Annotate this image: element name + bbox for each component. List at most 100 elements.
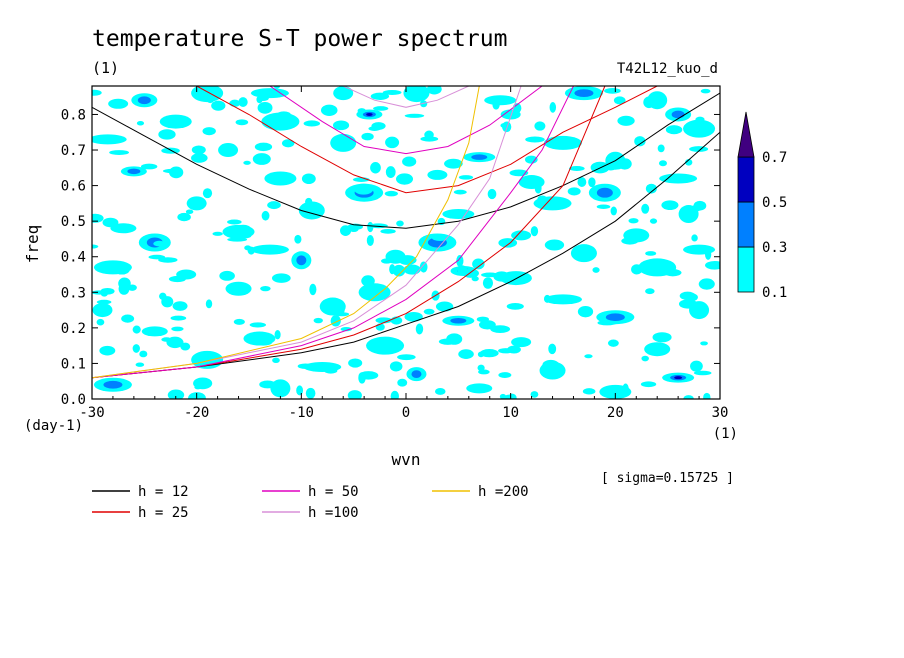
contour-blob-core [411, 370, 422, 378]
contour-speck [525, 136, 545, 143]
contour-blob-core [296, 255, 307, 266]
contour-speck [281, 139, 295, 148]
contour-speck [703, 392, 711, 399]
contour-speck [453, 189, 467, 195]
contour-speck [368, 126, 381, 131]
contour-speck [305, 197, 313, 206]
contour-speck [237, 232, 252, 239]
contour-speck [419, 261, 428, 273]
contour-speck [238, 97, 248, 107]
contour-speck [492, 100, 500, 110]
contour-blob [484, 95, 517, 106]
contour-speck [257, 101, 273, 114]
contour-speck [477, 364, 485, 372]
dispersion-curve [92, 86, 480, 379]
contour-speck [376, 346, 389, 354]
contour-speck [398, 255, 417, 265]
contour-speck [132, 344, 140, 353]
x-tick-label: -10 [289, 405, 314, 421]
legend: h = 12 h = 25 h = 50 h =100 h =200 [92, 484, 529, 521]
contour-speck [613, 96, 626, 105]
contour-speck [506, 303, 524, 310]
y-tick-label: 0.6 [61, 179, 86, 195]
contour-blob [333, 86, 354, 101]
contour-speck [658, 160, 667, 167]
contour-blob [218, 143, 239, 158]
y-tick-label: 0.2 [61, 321, 86, 337]
x-unit-label: (1) [713, 426, 738, 442]
contour-speck [92, 89, 102, 96]
contour-speck [219, 270, 235, 281]
contour-speck [456, 254, 464, 267]
contour-speck [202, 188, 213, 199]
contour-speck [385, 136, 400, 149]
contour-speck [367, 221, 374, 233]
contour-speck [324, 367, 338, 374]
x-tick-label: -20 [184, 405, 209, 421]
contour-speck [192, 87, 206, 94]
contour-speck [320, 104, 338, 116]
contour-speck [698, 306, 707, 313]
colorbar-segment [737, 156, 755, 203]
contour-speck [397, 378, 408, 387]
contour-blob [659, 173, 698, 184]
x-axis: -30 -20 -10 0 10 20 30 [79, 86, 728, 421]
contour-speck [296, 385, 304, 396]
contour-speck [487, 188, 497, 200]
contour-speck [370, 162, 381, 174]
chart-subtitle: (1) [92, 59, 119, 77]
contour-blob [570, 244, 597, 263]
contour-blob-core [671, 110, 685, 119]
contour-speck [382, 90, 402, 95]
legend-label: h =200 [478, 484, 529, 500]
contour-speck [366, 234, 374, 247]
y-tick-label: 0.5 [61, 214, 86, 230]
contour-blob [264, 171, 297, 186]
contour-speck [276, 111, 291, 119]
x-axis-label: wvn [392, 450, 421, 469]
contour-speck [140, 163, 158, 170]
contour-speck [139, 350, 148, 358]
contour-speck [121, 314, 135, 323]
contour-speck [693, 370, 712, 376]
contour-blob-core [103, 380, 123, 389]
contour-speck [313, 317, 323, 324]
contour-speck [645, 251, 657, 256]
contour-speck [446, 333, 463, 345]
contour-speck [158, 129, 176, 140]
contour-speck [537, 195, 548, 203]
colorbar: 0.1 0.3 0.5 0.7 [737, 111, 787, 301]
contour-speck [652, 332, 672, 343]
contour-speck [92, 213, 104, 223]
colorbar-label: 0.3 [762, 240, 787, 256]
contour-speck [604, 88, 621, 94]
contour-speck [254, 142, 273, 152]
contour-speck [665, 125, 683, 135]
contour-speck [294, 234, 302, 244]
contour-speck [700, 341, 708, 346]
contour-speck [357, 108, 366, 114]
contour-speck [274, 329, 281, 340]
contour-speck [641, 355, 649, 362]
contour-blob-core [137, 96, 151, 105]
run-label: T42L12_kuo_d [617, 61, 718, 77]
contour-blob [159, 114, 192, 129]
contour-speck [375, 317, 393, 324]
contour-speck [678, 299, 698, 309]
contour-blob-core [471, 154, 488, 160]
contour-speck [227, 286, 237, 293]
contour-speck [202, 127, 216, 136]
contour-speck [530, 226, 539, 237]
contour-speck [592, 267, 600, 273]
contour-speck [267, 201, 281, 210]
contour-blob [544, 135, 582, 150]
contour-speck [92, 244, 99, 249]
contour-blob-core [574, 89, 594, 97]
contour-speck [645, 288, 655, 295]
contour-speck [99, 345, 116, 356]
contour-speck [259, 380, 276, 389]
contour-speck [332, 120, 350, 131]
contour-speck [305, 387, 316, 399]
chart-title: temperature S-T power spectrum [92, 26, 507, 52]
